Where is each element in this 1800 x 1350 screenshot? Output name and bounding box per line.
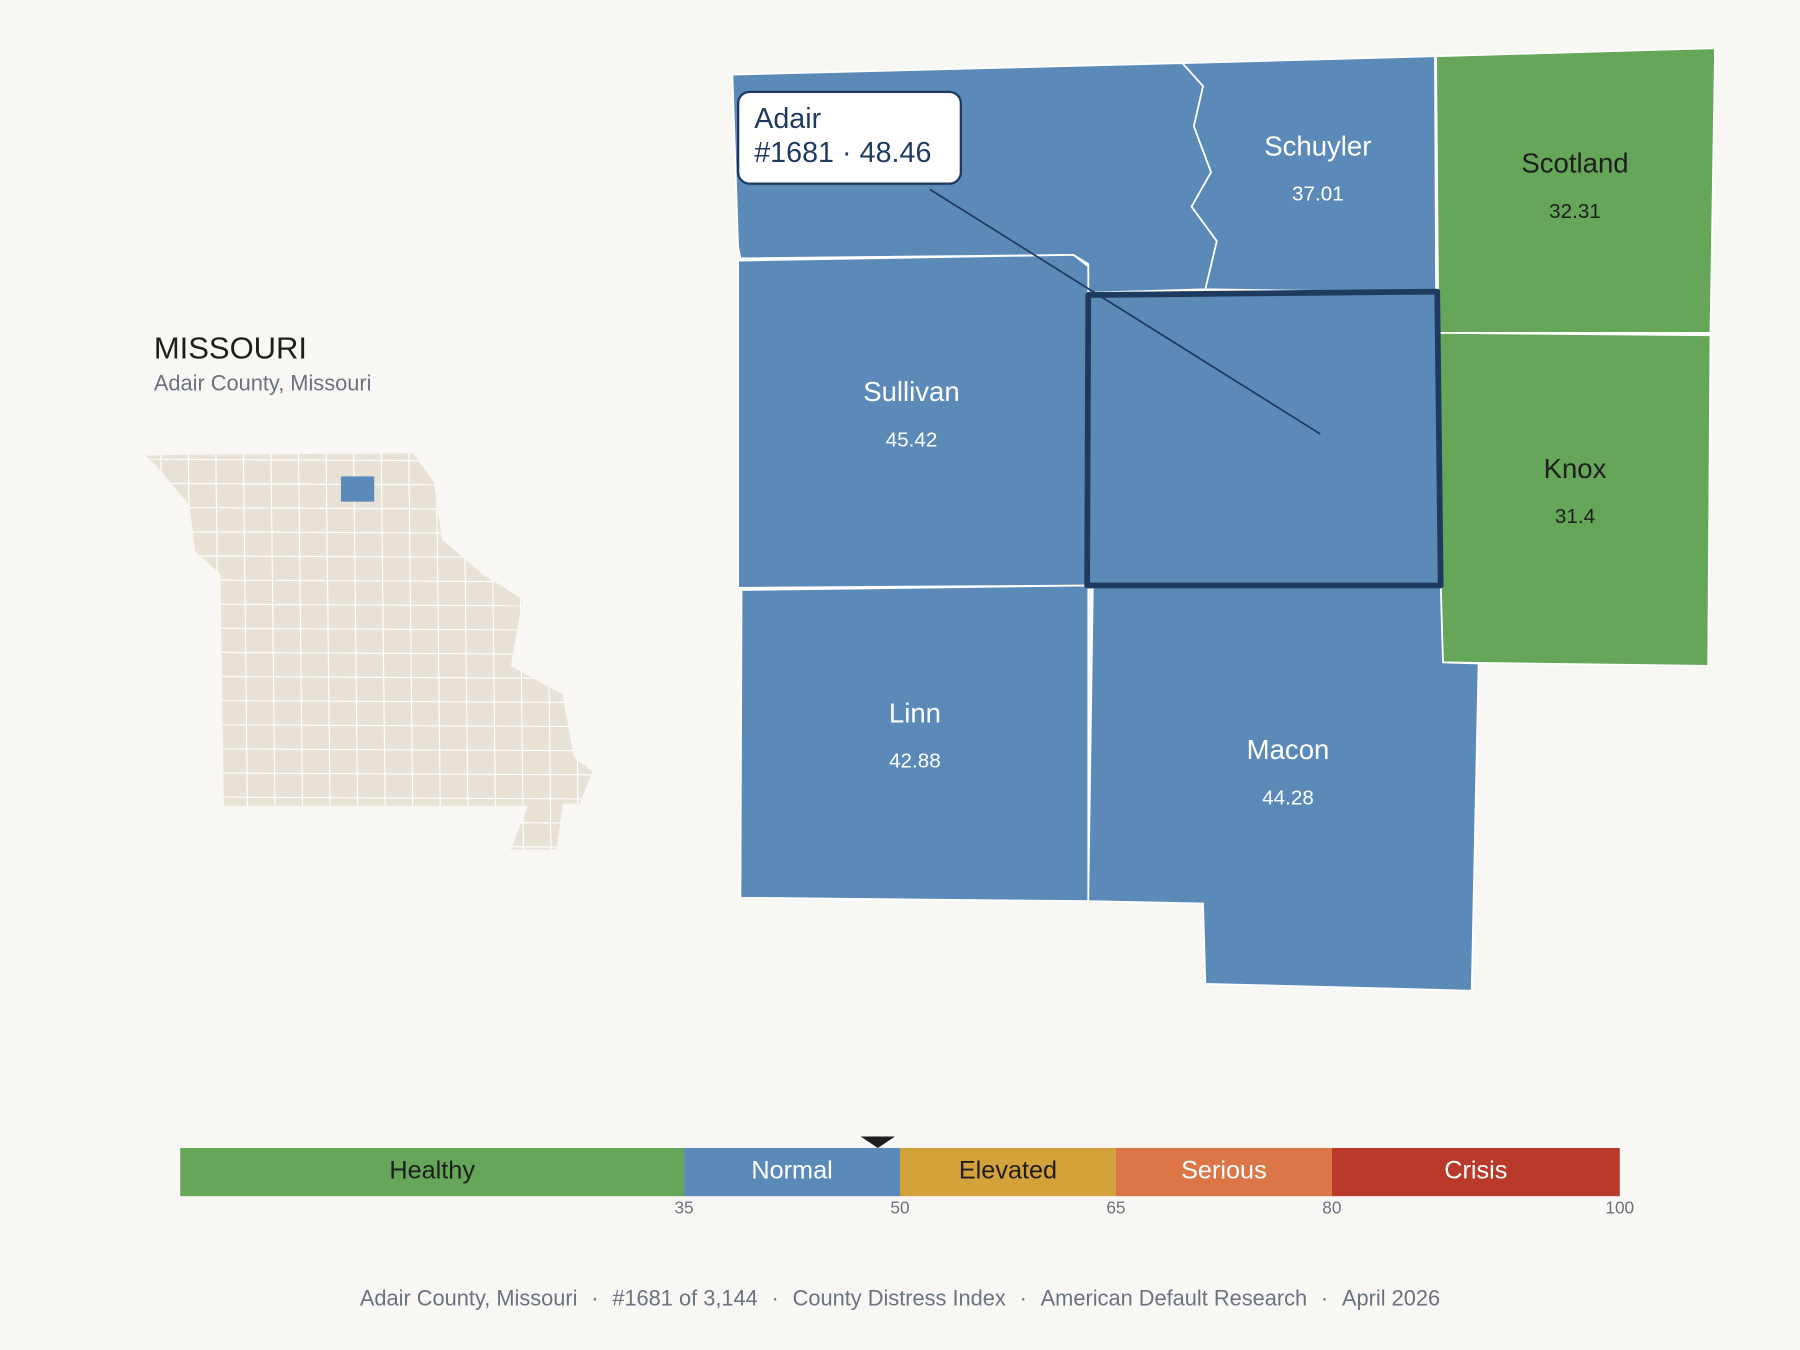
county-shape xyxy=(1087,584,1480,992)
footer-item: #1681 of 3,144 xyxy=(612,1285,757,1310)
county-border xyxy=(270,453,277,850)
footer-item: April 2026 xyxy=(1342,1285,1440,1310)
tooltip-part: #1681 xyxy=(754,136,834,168)
scale-tick: 65 xyxy=(1106,1197,1125,1217)
county-border xyxy=(380,453,387,850)
scale-tick: 35 xyxy=(674,1197,693,1217)
county-shape xyxy=(739,584,1090,903)
band-label: Crisis xyxy=(1444,1157,1507,1185)
tooltip-part: · xyxy=(842,136,852,168)
tooltip-box xyxy=(736,90,962,185)
scale-tick: 100 xyxy=(1605,1197,1634,1217)
scale-band xyxy=(1331,1147,1620,1197)
tooltip-detail: #1681 · 48.46 xyxy=(754,136,931,168)
footer-separator: · xyxy=(1020,1285,1027,1310)
county-shape xyxy=(737,253,1090,589)
county-shape xyxy=(1437,332,1712,667)
county-border xyxy=(297,453,304,850)
county-name: Knox xyxy=(1544,453,1607,484)
county-name: Sullivan xyxy=(863,376,959,407)
scale-band xyxy=(900,1147,1116,1197)
inset-subtitle: Adair County, Missouri xyxy=(154,370,372,395)
county-border xyxy=(242,453,249,850)
score-marker xyxy=(860,1136,896,1148)
county-value: 37.01 xyxy=(1292,183,1344,206)
county-value: 45.42 xyxy=(886,428,938,451)
footer-item: Adair County, Missouri xyxy=(360,1285,578,1310)
footer-separator: · xyxy=(1321,1285,1328,1310)
scale-band xyxy=(684,1147,900,1197)
county-value: 44.28 xyxy=(1262,786,1314,809)
county-name: Macon xyxy=(1247,734,1330,765)
county-border xyxy=(325,453,332,850)
scale-bar: Healthy Normal Elevated Serious Crisis 35 50 65… xyxy=(180,1136,1634,1217)
county-name: Linn xyxy=(889,697,941,728)
county-name: Scotland xyxy=(1521,148,1628,179)
county-value: 42.88 xyxy=(889,750,941,773)
county-border xyxy=(435,453,442,850)
footer-separator: · xyxy=(591,1285,598,1310)
band-label: Healthy xyxy=(389,1157,475,1185)
county-border xyxy=(408,453,414,850)
footer: Adair County, Missouri · #1681 of 3,144 · Co… xyxy=(360,1285,1440,1310)
county-value: 32.31 xyxy=(1549,200,1601,223)
county-shape xyxy=(1180,55,1437,294)
footer-separator: · xyxy=(772,1285,779,1310)
scale-band xyxy=(1115,1147,1332,1197)
band-label: Elevated xyxy=(959,1157,1057,1185)
county-border xyxy=(352,453,359,850)
inset-title: MISSOURI xyxy=(154,330,307,365)
county-map: Schuyler 37.01 Scotland 32.31 Knox 31.4 Sulliv… xyxy=(731,47,1716,992)
tooltip-part: 48.46 xyxy=(860,136,932,168)
leader-line xyxy=(929,188,1321,435)
band-label: Serious xyxy=(1181,1157,1267,1185)
band-label: Normal xyxy=(751,1157,832,1185)
footer-item: County Distress Index xyxy=(793,1285,1006,1310)
inset-highlight xyxy=(340,476,375,502)
selected-county xyxy=(1084,288,1444,589)
county-value: 31.4 xyxy=(1555,505,1595,528)
scale-tick: 50 xyxy=(890,1197,909,1217)
scale-tick: 80 xyxy=(1322,1197,1341,1217)
county-name: Schuyler xyxy=(1264,130,1371,161)
tooltip-name: Adair xyxy=(754,103,821,135)
scale-band xyxy=(180,1147,685,1197)
footer-item: American Default Research xyxy=(1041,1285,1308,1310)
county-shape xyxy=(1435,47,1716,334)
